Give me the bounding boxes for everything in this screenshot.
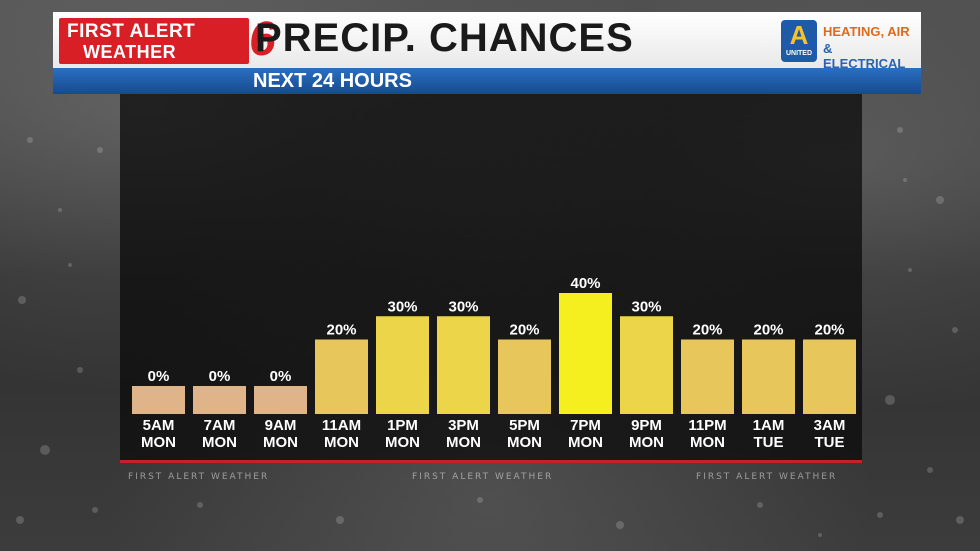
- bar-value-label: 0%: [270, 368, 292, 385]
- bar-3pm-mon: [437, 316, 490, 414]
- bar-value-label: 20%: [692, 322, 722, 339]
- bar-value-label: 20%: [753, 322, 783, 339]
- sponsor-line-1: HEATING, AIR: [823, 24, 910, 39]
- bar-value-label: 0%: [209, 368, 231, 385]
- x-tick-time: 7PM: [570, 417, 601, 434]
- x-tick-time: 5PM: [509, 417, 540, 434]
- bar-value-label: 20%: [326, 322, 356, 339]
- subtitle-bar: NEXT 24 HOURS: [53, 68, 921, 94]
- sponsor-logo: A UNITED HEATING, AIR & ELECTRICAL: [781, 20, 917, 71]
- bar-value-label: 40%: [570, 275, 600, 292]
- x-tick-time: 3PM: [448, 417, 479, 434]
- x-tick-time: 11PM: [688, 417, 726, 434]
- x-tick-day: TUE: [754, 434, 784, 451]
- bar-value-label: 0%: [148, 368, 170, 385]
- x-tick-day: MON: [507, 434, 542, 451]
- x-tick-day: MON: [446, 434, 481, 451]
- bar-9am-mon: [254, 386, 307, 414]
- x-tick-time: 5AM: [143, 417, 175, 434]
- bar-9pm-mon: [620, 316, 673, 414]
- x-tick-day: MON: [568, 434, 603, 451]
- x-tick-day: MON: [629, 434, 664, 451]
- bar-11am-mon: [315, 339, 368, 414]
- bar-value-label: 30%: [387, 298, 417, 315]
- x-tick-day: MON: [690, 434, 725, 451]
- bar-7am-mon: [193, 386, 246, 414]
- sponsor-badge-letter: A: [789, 20, 809, 50]
- watermark-center: FIRST ALERT WEATHER: [412, 472, 554, 482]
- sponsor-line-2: & ELECTRICAL: [823, 41, 906, 71]
- x-tick-time: 1AM: [753, 417, 785, 434]
- bar-1pm-mon: [376, 316, 429, 414]
- logo-line-weather: WEATHER: [83, 42, 177, 62]
- x-tick-time: 9AM: [265, 417, 297, 434]
- watermark-right: FIRST ALERT WEATHER: [696, 472, 838, 482]
- bar-1am-tue: [742, 339, 795, 414]
- sponsor-badge: A UNITED: [781, 20, 817, 62]
- bar-3am-tue: [803, 339, 856, 414]
- logo-channel-number: 6: [249, 13, 276, 66]
- sponsor-badge-word: UNITED: [785, 50, 813, 57]
- station-logo: FIRST ALERT WEATHER: [59, 18, 249, 64]
- page-title: PRECIP. CHANCES: [255, 16, 634, 60]
- x-tick-day: MON: [263, 434, 298, 451]
- x-tick-day: TUE: [815, 434, 845, 451]
- bar-11pm-mon: [681, 339, 734, 414]
- x-tick-time: 11AM: [322, 417, 361, 434]
- bar-value-label: 20%: [509, 322, 539, 339]
- x-tick-day: MON: [385, 434, 420, 451]
- chart-baseline: [120, 460, 862, 463]
- bar-5pm-mon: [498, 339, 551, 414]
- bar-value-label: 20%: [814, 322, 844, 339]
- x-tick-time: 3AM: [814, 417, 846, 434]
- x-tick-day: MON: [141, 434, 176, 451]
- bar-value-label: 30%: [448, 298, 478, 315]
- header-bar: FIRST ALERT WEATHER 6 PRECIP. CHANCES A …: [53, 12, 921, 71]
- bar-5am-mon: [132, 386, 185, 414]
- bar-7pm-mon: [559, 293, 612, 414]
- x-tick-day: MON: [324, 434, 359, 451]
- x-tick-time: 1PM: [387, 417, 418, 434]
- x-tick-day: MON: [202, 434, 237, 451]
- x-tick-time: 9PM: [631, 417, 662, 434]
- bar-value-label: 30%: [631, 298, 661, 315]
- subtitle: NEXT 24 HOURS: [253, 70, 412, 92]
- watermark-left: FIRST ALERT WEATHER: [128, 472, 270, 482]
- logo-line-first-alert: FIRST ALERT: [67, 21, 196, 42]
- x-tick-time: 7AM: [204, 417, 236, 434]
